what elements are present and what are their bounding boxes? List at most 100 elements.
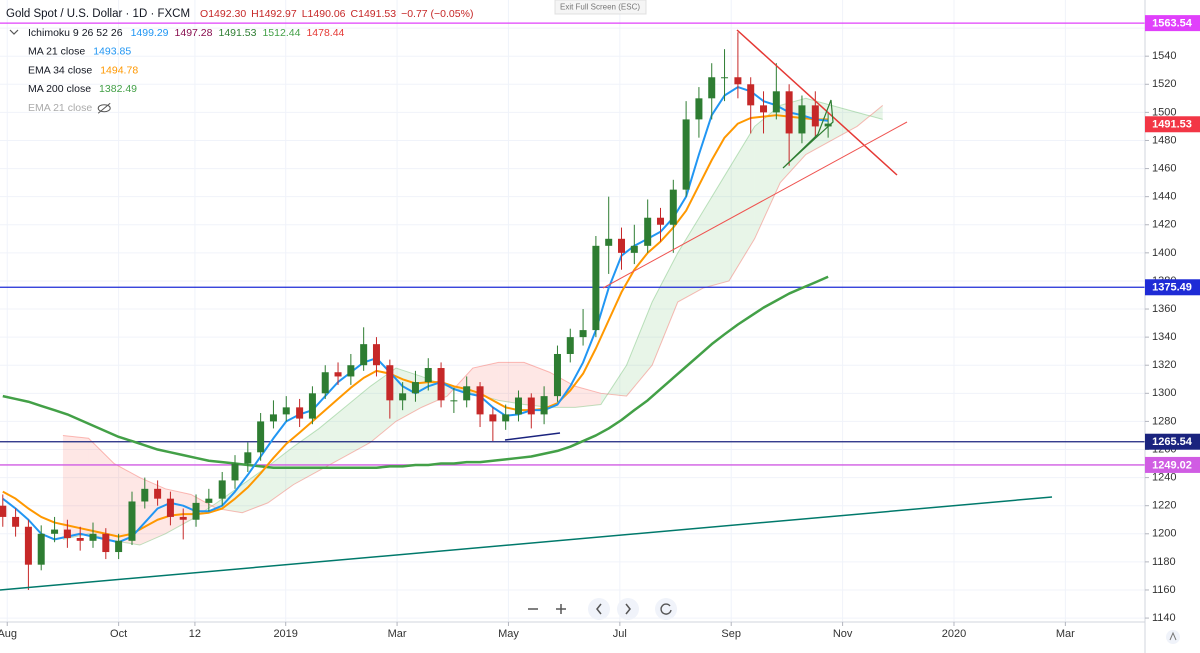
y-tick-label: 1460 (1152, 162, 1176, 174)
auto-scale-icon[interactable] (1169, 631, 1177, 641)
scroll-right-icon[interactable] (625, 603, 631, 615)
exit-fullscreen-label[interactable]: Exit Full Screen (ESC) (560, 3, 640, 12)
collapse-icon[interactable] (9, 29, 19, 35)
candle-body (12, 516, 20, 527)
y-tick-label: 1340 (1152, 331, 1176, 343)
candle-body (205, 498, 213, 503)
cloud-segment (242, 466, 268, 513)
x-tick-label: Mar (1056, 628, 1075, 640)
candle-body (760, 105, 768, 113)
y-tick-label: 1160 (1152, 584, 1176, 596)
x-tick-label: Nov (833, 628, 853, 640)
legend-value: 1512.44 (262, 27, 300, 39)
ohlc-value: O1492.30 (200, 8, 246, 20)
candle-body (166, 498, 174, 517)
candle-body (257, 421, 265, 453)
candle-body (605, 238, 613, 246)
trend-line (602, 121, 908, 289)
hidden-icon[interactable] (97, 102, 111, 114)
candle-body (463, 386, 471, 401)
candle-body (695, 98, 703, 120)
button-bg[interactable] (588, 598, 610, 620)
y-tick-label: 1400 (1152, 247, 1176, 259)
button-bg[interactable] (617, 598, 639, 620)
legend-label: EMA 34 close (28, 64, 92, 76)
grid (0, 0, 1145, 622)
candle-body (218, 480, 226, 499)
candle-body (231, 463, 239, 481)
scroll-right[interactable] (617, 598, 639, 620)
y-tick-label: 1320 (1152, 359, 1176, 371)
reset-icon[interactable] (660, 603, 672, 615)
candle-body (0, 505, 7, 517)
candle-body (386, 365, 394, 401)
x-tick-label: Mar (388, 628, 407, 640)
ohlc-value: L1490.06 (302, 8, 346, 20)
y-tick-label: 1360 (1152, 303, 1176, 315)
settings[interactable] (1166, 630, 1180, 644)
candle-body (141, 488, 149, 502)
cloud-segment (857, 105, 883, 127)
legend-label: MA 200 close (28, 83, 91, 95)
scroll-left-icon[interactable] (596, 603, 602, 615)
candle-body (540, 396, 548, 415)
level-label-bg (1145, 15, 1200, 32)
cloud-segment (267, 446, 294, 503)
candle-body (308, 393, 316, 419)
scroll-left[interactable] (588, 598, 610, 620)
levels (0, 22, 1145, 466)
button-bg[interactable] (655, 598, 677, 620)
candle-body (282, 407, 290, 415)
legend: Gold Spot / U.S. Dollar · 1D · FXCM O1492… (6, 8, 473, 114)
auto-scale-button[interactable] (1166, 630, 1180, 644)
candle-body (76, 537, 84, 541)
candle-body (399, 393, 407, 401)
drawings (0, 29, 1053, 591)
candle-body (450, 400, 458, 402)
legend-label: Ichimoku 9 26 52 26 (28, 27, 123, 39)
candle-body (566, 337, 574, 354)
legend-value: 1497.28 (175, 27, 213, 39)
cloud-segment (88, 438, 115, 541)
candle-body (682, 119, 690, 190)
candle-body (708, 77, 716, 99)
candle-body (192, 502, 200, 520)
candle-body (63, 529, 71, 538)
candle-body (179, 516, 187, 520)
y-tick-label: 1480 (1152, 134, 1176, 146)
legend-value: 1382.49 (99, 83, 137, 95)
candle-body (476, 386, 484, 415)
candle-body (411, 382, 419, 394)
candle-body (115, 540, 123, 553)
candle-body (656, 217, 664, 225)
triangle (782, 99, 834, 169)
level-label: 1375.49 (1152, 282, 1192, 294)
cloud-segment (703, 168, 729, 288)
candle-body (24, 526, 32, 565)
candle-body (347, 365, 355, 377)
price-axis-bg (1145, 0, 1200, 653)
trend-line (736, 29, 898, 176)
y-tick-label: 1300 (1152, 387, 1176, 399)
zoom-in[interactable] (556, 604, 566, 614)
candles (0, 32, 832, 590)
reset-chart[interactable] (655, 598, 677, 620)
exit-fullscreen-bg[interactable] (554, 0, 647, 15)
y-tick-label: 1180 (1152, 556, 1176, 568)
exit-fullscreen[interactable]: Exit Full Screen (ESC) (554, 0, 647, 15)
legend-value: 1494.78 (100, 64, 138, 76)
candle-body (502, 414, 510, 422)
cloud-segment (728, 126, 755, 281)
level-label: 1249.02 (1152, 459, 1192, 471)
y-tick-label: 1220 (1152, 500, 1176, 512)
level-label-bg (1145, 279, 1200, 296)
candle-body (811, 105, 819, 127)
cloud-segment (293, 428, 320, 485)
candle-body (424, 368, 432, 383)
candle-body (514, 397, 522, 415)
level-label-bg (1145, 456, 1200, 473)
cloud-segment (677, 210, 704, 303)
hidden-icon[interactable] (97, 104, 111, 113)
candle-body (269, 414, 277, 422)
x-tick-label: Jul (613, 628, 627, 640)
